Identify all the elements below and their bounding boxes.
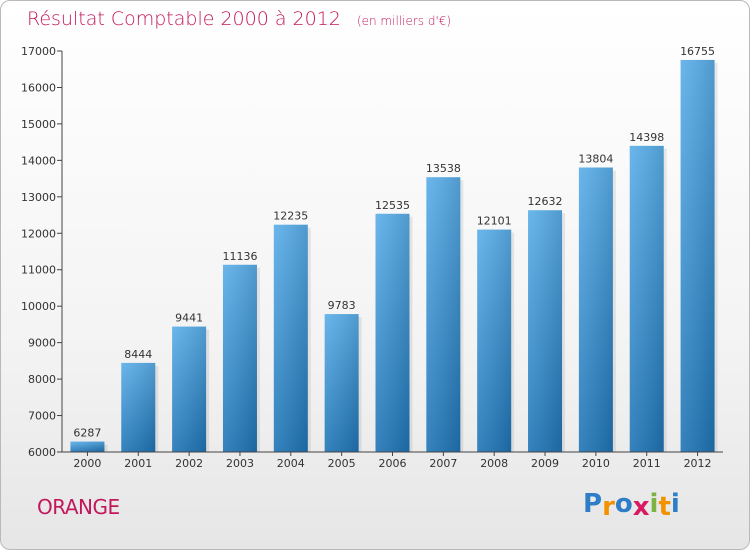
- x-tick-label: 2011: [633, 457, 661, 470]
- chart-unit: (en milliers d'€): [356, 14, 452, 28]
- x-tick-label: 2007: [429, 457, 457, 470]
- y-tick-label: 8000: [28, 373, 56, 386]
- y-tick-label: 15000: [21, 118, 56, 131]
- logo-letter: r: [602, 492, 615, 522]
- y-tick-label: 12000: [21, 227, 56, 240]
- bar-value-label: 14398: [629, 131, 664, 144]
- x-tick-label: 2000: [73, 457, 101, 470]
- bar-value-label: 6287: [73, 427, 101, 440]
- x-tick-label: 2008: [480, 457, 508, 470]
- bar-value-label: 13804: [578, 153, 613, 166]
- bar-value-label: 13538: [426, 162, 461, 175]
- logo-letter: i: [670, 489, 680, 519]
- bar-shade: [273, 224, 308, 452]
- bar-value-label: 11136: [222, 250, 257, 263]
- x-tick-label: 2009: [531, 457, 559, 470]
- bar-shade: [528, 210, 563, 452]
- y-tick-label: 7000: [28, 410, 56, 423]
- city-name: ORANGE: [37, 495, 120, 519]
- x-tick-label: 2002: [175, 457, 203, 470]
- bar-shade: [477, 229, 512, 452]
- bar-value-label: 8444: [124, 348, 152, 361]
- logo-letter: t: [658, 492, 671, 522]
- x-tick-label: 2004: [277, 457, 305, 470]
- bar-value-label: 16755: [680, 45, 715, 58]
- bar-value-label: 12101: [477, 215, 512, 228]
- y-tick-label: 9000: [28, 337, 56, 350]
- x-tick-label: 2012: [684, 457, 712, 470]
- x-tick-label: 2005: [328, 457, 356, 470]
- logo-letter: x: [632, 492, 650, 522]
- logo-letter: P: [583, 489, 603, 519]
- bar-shade: [578, 167, 613, 452]
- y-axis: 6000 7000 8000 9000 10000 11000 12000 13000 1400…: [21, 45, 63, 459]
- bar-shade: [70, 441, 105, 452]
- bar-chart: 6000 7000 8000 9000 10000 11000 12000 13000 1400…: [21, 45, 723, 470]
- bar-shade: [680, 59, 715, 452]
- bar-value-label: 12632: [528, 195, 563, 208]
- bar-shade: [324, 314, 359, 452]
- logo-letter: i: [649, 489, 659, 519]
- bar-shade: [375, 213, 410, 452]
- bar-shade: [629, 145, 664, 452]
- bar-shade: [121, 362, 156, 452]
- x-tick-label: 2001: [124, 457, 152, 470]
- y-tick-label: 11000: [21, 264, 56, 277]
- chart-title-text: Résultat Comptable 2000 à 2012: [27, 8, 341, 30]
- chart-title: Résultat Comptable 2000 à 2012 (en milli…: [27, 8, 451, 30]
- bar-shade: [222, 264, 257, 452]
- bar-value-label: 12235: [273, 210, 308, 223]
- bar-value-label: 9783: [328, 299, 356, 312]
- x-tick-label: 2010: [582, 457, 610, 470]
- bar-shade: [426, 177, 461, 453]
- x-tick-label: 2006: [379, 457, 407, 470]
- y-tick-label: 10000: [21, 300, 56, 313]
- x-tick-label: 2003: [226, 457, 254, 470]
- y-tick-label: 16000: [21, 81, 56, 94]
- bar-value-label: 9441: [175, 312, 203, 325]
- bar-value-label: 12535: [375, 199, 410, 212]
- y-tick-label: 17000: [21, 45, 56, 58]
- bars-group: 6287 8444 9441 11136 12235 9783 12535 13538 1210…: [70, 45, 718, 453]
- logo-letter: o: [614, 489, 633, 519]
- y-tick-label: 14000: [21, 154, 56, 167]
- y-tick-label: 6000: [28, 446, 56, 459]
- x-axis: 2000 2001 2002 2003 2004 2005 2006 2007 2008 2009…: [62, 451, 723, 470]
- bar-shade: [172, 326, 207, 452]
- proxiti-logo: Proxiti: [583, 489, 680, 522]
- y-tick-label: 13000: [21, 191, 56, 204]
